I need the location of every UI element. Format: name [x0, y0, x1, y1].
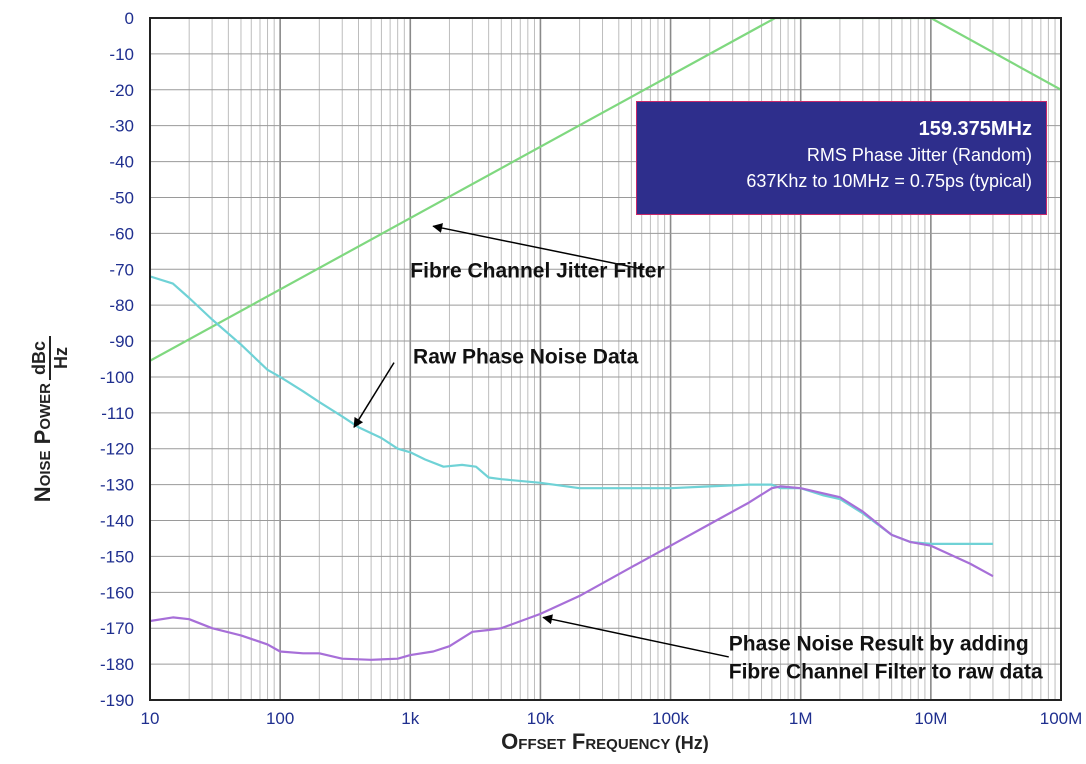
annotations: Fibre Channel Jitter Filter Raw Phase Noi…	[353, 223, 1043, 684]
y-tick-label: -120	[100, 440, 134, 459]
y-tick-label: 0	[125, 9, 134, 28]
y-tick-label: -150	[100, 547, 134, 566]
y-tick-label: -130	[100, 476, 134, 495]
y-tick-label: -40	[109, 153, 134, 172]
series-phase-noise-result-line	[150, 485, 994, 661]
info-box-line-1: RMS Phase Jitter (Random)	[806, 145, 1032, 165]
annotation-text: Fibre Channel Jitter Filter	[410, 259, 664, 282]
info-box-line-2: 637Khz to 10MHz = 0.75ps (typical)	[746, 171, 1032, 191]
y-axis-label-numerator: dBc	[29, 341, 49, 375]
annotation-arrow	[432, 223, 644, 270]
jitter-info-box: 159.375MHz RMS Phase Jitter (Random) 637…	[636, 101, 1047, 215]
y-tick-label: -190	[100, 691, 134, 710]
x-tick-label: 10	[141, 709, 160, 728]
annotation-text: Raw Phase Noise Data	[413, 345, 639, 368]
y-tick-label: -50	[109, 188, 134, 207]
annotation-text: Phase Noise Result by adding	[729, 633, 1029, 656]
x-tick-labels: 10 100 1k 10k 100k 1M 10M 100M	[141, 709, 1083, 728]
annotation-text: Fibre Channel Filter to raw data	[729, 661, 1043, 684]
y-tick-label: -60	[109, 224, 134, 243]
annotation-arrow	[353, 362, 395, 429]
y-tick-label: -170	[100, 619, 134, 638]
y-tick-label: -70	[109, 260, 134, 279]
annotation-arrow	[542, 614, 729, 658]
y-axis-label-denominator: Hz	[51, 347, 71, 369]
plot-frame	[149, 17, 1062, 701]
x-tick-label: 100k	[652, 709, 689, 728]
x-tick-label: 1k	[401, 709, 419, 728]
series-fibre-channel-jitter-filter-line	[150, 18, 1061, 362]
info-box-title: 159.375MHz	[918, 118, 1032, 140]
series-raw-phase-noise-data-line	[150, 275, 993, 545]
x-tick-label: 1M	[789, 709, 813, 728]
x-tick-label: 10M	[914, 709, 947, 728]
x-axis-label-main: Offset Frequency	[501, 729, 670, 754]
x-axis-label: Offset Frequency (Hz)	[501, 729, 709, 754]
annotation-phase-noise-result: Phase Noise Result by adding Fibre Channe…	[542, 614, 1043, 684]
y-tick-label: -10	[109, 45, 134, 64]
x-tick-label: 10k	[527, 709, 555, 728]
y-tick-label: -160	[100, 583, 134, 602]
y-axis-label: Noise Power dBc Hz	[29, 336, 71, 502]
x-tick-label: 100	[266, 709, 294, 728]
y-tick-label: -140	[100, 512, 134, 531]
y-tick-label: -100	[100, 368, 134, 387]
y-tick-label: -110	[101, 404, 134, 423]
y-tick-label: -80	[109, 296, 134, 315]
y-tick-label: -30	[109, 117, 134, 136]
x-axis-label-unit: (Hz)	[675, 733, 709, 753]
y-tick-label: -180	[100, 655, 134, 674]
y-tick-label: -90	[109, 332, 134, 351]
y-tick-label: -20	[109, 81, 134, 100]
annotation-raw-phase-noise-data: Raw Phase Noise Data	[353, 345, 639, 429]
y-tick-labels: 0 -10 -20 -30 -40 -50 -60 -70 -80 -90 -100 -110 -120…	[100, 9, 134, 710]
y-axis-label-main: Noise Power	[30, 383, 55, 502]
annotation-fibre-channel-jitter-filter: Fibre Channel Jitter Filter	[410, 223, 665, 282]
x-tick-label: 100M	[1040, 709, 1083, 728]
series-layer	[150, 18, 1061, 661]
